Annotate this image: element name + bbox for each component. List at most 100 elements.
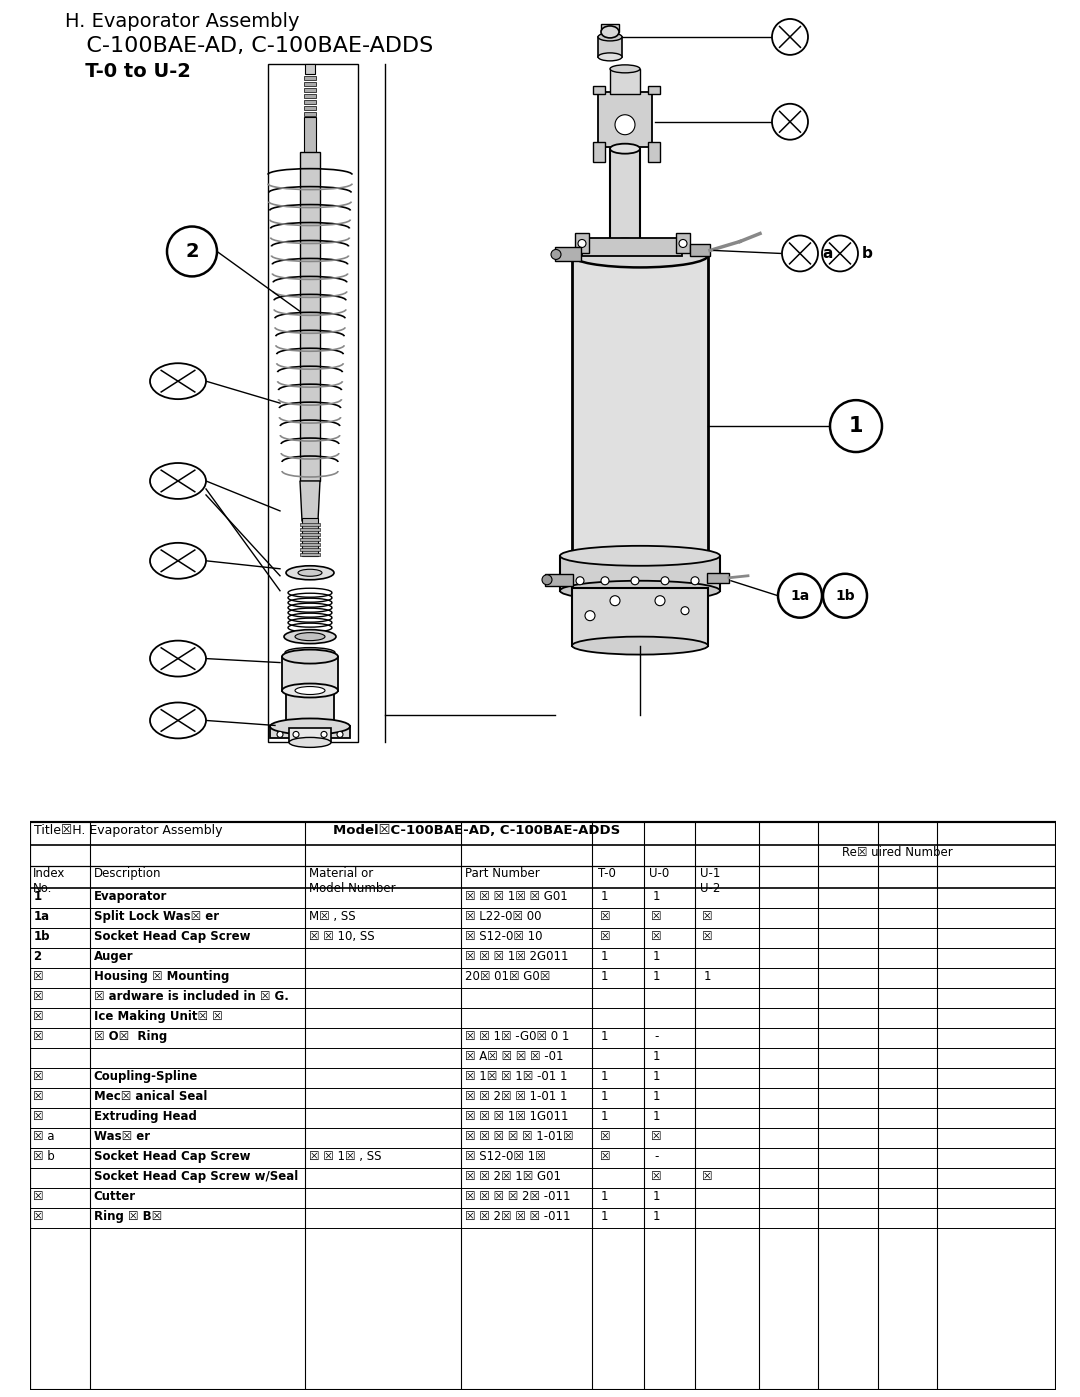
Text: 1: 1 [652,1090,660,1104]
Circle shape [576,577,584,585]
Text: 1: 1 [602,970,608,983]
Bar [303,112,316,116]
Text: Socket Head Cap Screw: Socket Head Cap Screw [94,930,251,943]
Polygon shape [300,481,320,521]
Bar [302,518,318,556]
Text: 2: 2 [33,950,41,963]
Text: ☒: ☒ [651,930,661,943]
Circle shape [542,574,552,585]
Bar [648,85,660,94]
Bar [575,233,589,253]
Bar [270,726,350,739]
Circle shape [661,577,669,585]
Text: ☒ ☒ 1☒ , SS: ☒ ☒ 1☒ , SS [309,1150,382,1164]
Ellipse shape [610,239,640,249]
Text: C-100BAE-AD, C-100BAE-ADDS: C-100BAE-AD, C-100BAE-ADDS [65,36,433,56]
Text: Re☒ uired Number: Re☒ uired Number [841,847,953,859]
Text: 2: 2 [185,242,199,261]
Text: 1: 1 [33,890,41,902]
Circle shape [831,400,882,453]
Text: 1: 1 [652,1051,660,1063]
Text: Ring ☒ B☒: Ring ☒ B☒ [94,1210,162,1222]
Text: M☒ , SS: M☒ , SS [309,909,356,923]
Text: 1: 1 [652,1070,660,1083]
Text: Auger: Auger [94,950,134,963]
Text: Model☒C-100BAE-AD, C-100BAE-ADDS: Model☒C-100BAE-AD, C-100BAE-ADDS [333,824,620,837]
Circle shape [321,732,327,738]
Ellipse shape [600,27,619,38]
Text: ☒: ☒ [651,1130,661,1143]
Text: -: - [653,1150,659,1164]
Circle shape [631,577,639,585]
Text: Was☒ er: Was☒ er [94,1130,150,1143]
Text: 1: 1 [652,1190,660,1203]
Text: ☒ 1☒ ☒ 1☒ -01 1: ☒ 1☒ ☒ 1☒ -01 1 [465,1070,568,1083]
Text: 1a: 1a [791,588,810,602]
Circle shape [691,577,699,585]
Text: Mec☒ anical Seal: Mec☒ anical Seal [94,1090,207,1104]
Circle shape [293,732,299,738]
Bar [300,522,320,525]
Ellipse shape [561,581,720,601]
Text: Split Lock Was☒ er: Split Lock Was☒ er [94,909,219,923]
Ellipse shape [150,462,206,499]
Text: ☒ ☒ 2☒ ☒ ☒ -011: ☒ ☒ 2☒ ☒ ☒ -011 [465,1210,570,1222]
Ellipse shape [282,683,338,697]
Circle shape [167,226,217,277]
Text: Housing ☒ Mounting: Housing ☒ Mounting [94,970,229,983]
Text: 1: 1 [602,950,608,963]
Text: -: - [653,1030,659,1044]
Circle shape [615,115,635,134]
Bar [572,256,708,560]
Bar [303,88,316,92]
Ellipse shape [598,34,622,41]
Circle shape [337,732,343,738]
Text: ☒ ☒ 2☒ ☒ 1-01 1: ☒ ☒ 2☒ ☒ 1-01 1 [465,1090,568,1104]
Bar [303,106,316,110]
Text: ☒ b: ☒ b [33,1150,55,1164]
Ellipse shape [295,633,325,641]
Text: 1: 1 [602,1190,608,1203]
Text: ☒: ☒ [33,970,44,983]
Text: 1: 1 [602,1210,608,1222]
Ellipse shape [150,703,206,739]
Text: ☒: ☒ [599,909,610,923]
Text: ☒: ☒ [599,1130,610,1143]
Ellipse shape [572,243,708,267]
Ellipse shape [282,650,338,664]
Bar [303,117,316,162]
Bar [572,588,708,645]
Ellipse shape [286,566,334,580]
Text: Ice Making Unit☒ ☒: Ice Making Unit☒ ☒ [94,1010,222,1023]
Circle shape [551,250,561,260]
Text: ☒ S12-0☒ 10: ☒ S12-0☒ 10 [465,930,543,943]
Bar [303,75,316,80]
Text: 1: 1 [849,416,863,436]
Circle shape [823,574,867,617]
Bar [690,244,710,257]
Bar [610,68,640,94]
Ellipse shape [295,686,325,694]
Text: ☒: ☒ [33,990,44,1003]
Ellipse shape [610,144,640,154]
Text: T-0: T-0 [597,868,616,880]
Text: ☒: ☒ [33,1070,44,1083]
Text: ☒: ☒ [599,1150,610,1164]
Ellipse shape [572,637,708,655]
Text: U-0: U-0 [649,868,670,880]
Text: Socket Head Cap Screw w/Seal: Socket Head Cap Screw w/Seal [94,1171,298,1183]
Circle shape [782,236,818,271]
Text: ☒ O☒  Ring: ☒ O☒ Ring [94,1030,167,1044]
Circle shape [276,732,283,738]
Circle shape [772,20,808,54]
Text: ☒ ☒ ☒ ☒ 2☒ -011: ☒ ☒ ☒ ☒ 2☒ -011 [465,1190,570,1203]
Text: 20☒ 01☒ G0☒: 20☒ 01☒ G0☒ [465,970,551,983]
Text: Evaporator: Evaporator [94,890,167,902]
Bar [282,657,338,690]
Bar [676,233,690,253]
Circle shape [600,577,609,585]
Bar [598,92,652,147]
Ellipse shape [610,64,640,73]
Text: T-0 to U-2: T-0 to U-2 [65,61,191,81]
Bar [300,152,320,481]
